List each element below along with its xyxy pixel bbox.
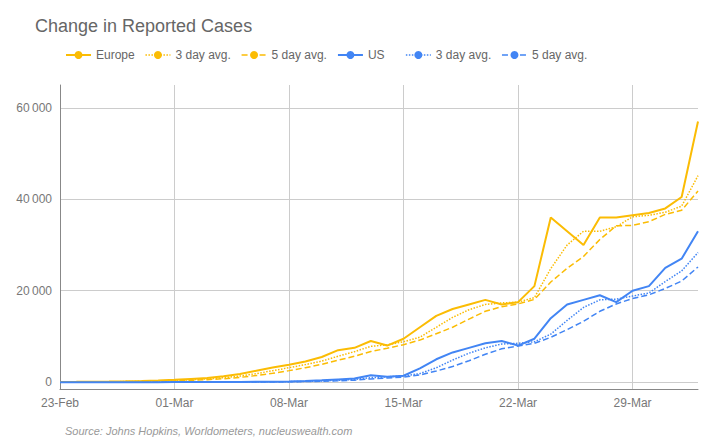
svg-text:5 day avg.: 5 day avg. (272, 48, 327, 62)
svg-text:15-Mar: 15-Mar (385, 396, 423, 410)
svg-text:22-Mar: 22-Mar (499, 396, 537, 410)
svg-text:Source: Johns Hopkins, Worldom: Source: Johns Hopkins, Worldometers, nuc… (65, 425, 352, 437)
svg-text:29-Mar: 29-Mar (614, 396, 652, 410)
svg-text:Change in Reported Cases: Change in Reported Cases (35, 16, 252, 36)
svg-text:Europe: Europe (96, 48, 135, 62)
svg-text:01-Mar: 01-Mar (156, 396, 194, 410)
svg-text:5 day avg.: 5 day avg. (532, 48, 587, 62)
svg-text:60 000: 60 000 (16, 101, 52, 115)
svg-text:23-Feb: 23-Feb (41, 396, 79, 410)
svg-text:0: 0 (45, 375, 52, 389)
svg-text:40 000: 40 000 (16, 192, 52, 206)
svg-text:08-Mar: 08-Mar (270, 396, 308, 410)
svg-text:3 day avg.: 3 day avg. (436, 48, 491, 62)
svg-text:20 000: 20 000 (16, 284, 52, 298)
svg-text:US: US (368, 48, 385, 62)
svg-text:3 day avg.: 3 day avg. (175, 48, 230, 62)
